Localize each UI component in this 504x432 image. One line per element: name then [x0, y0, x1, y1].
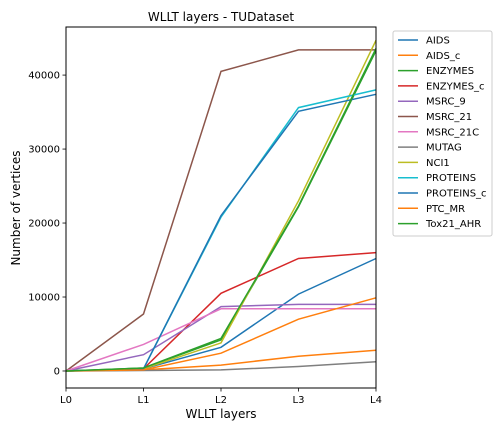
x-tick-label: L4: [370, 395, 382, 406]
x-tick-label: L0: [60, 395, 72, 406]
y-tick-label: 30000: [28, 145, 60, 156]
legend: AIDS AIDS_c ENZYMES ENZYMES_c MSRC_9 MSRC_21 M…: [392, 30, 493, 237]
legend-entry-label: MSRC_21C: [426, 127, 479, 138]
legend-entry-label: NCI1: [426, 158, 450, 169]
series-line-tox21-ahr: [65, 48, 377, 372]
x-axis-label: WLLT layers: [185, 407, 256, 421]
series-line-ptc-mr: [65, 297, 377, 372]
plot-area-frame: [65, 26, 377, 389]
series-line-nci1: [65, 39, 377, 372]
x-tick-label: L3: [293, 395, 305, 406]
x-tick-label: L2: [215, 395, 227, 406]
legend-entry-label: ENZYMES_c: [426, 81, 485, 92]
x-tick-label: L1: [138, 395, 150, 406]
legend-entry-label: MSRC_9: [426, 97, 466, 108]
legend-entry-label: AIDS: [426, 36, 450, 47]
legend-entry-label: MUTAG: [426, 143, 462, 154]
legend-box: [392, 30, 493, 237]
plot-lines-group: [65, 39, 377, 372]
legend-entry-label: MSRC_21: [426, 112, 472, 123]
x-axis-ticks: L0 L1 L2 L3 L4: [60, 388, 382, 406]
y-tick-label: 0: [54, 366, 60, 377]
legend-entry-label: ENZYMES: [426, 66, 474, 77]
series-line-msrc-21: [65, 49, 376, 372]
series-line-enzymes: [65, 50, 377, 372]
legend-entry-label: PROTEINS_c: [426, 189, 487, 200]
series-line-msrc-21c: [65, 308, 376, 372]
legend-entry-label: PROTEINS: [426, 173, 476, 184]
y-tick-label: 20000: [28, 219, 60, 230]
y-axis-label: Number of vertices: [9, 150, 23, 265]
chart-title: WLLT layers - TUDataset: [148, 10, 294, 24]
legend-entry-label: AIDS_c: [426, 51, 460, 62]
series-line-msrc-9: [65, 303, 376, 372]
y-tick-label: 40000: [28, 71, 60, 82]
legend-entry-label: Tox21_AHR: [425, 219, 481, 230]
y-axis-ticks: 0 10000 20000 30000 40000: [28, 71, 66, 377]
series-line-proteins: [65, 89, 377, 372]
y-tick-label: 10000: [28, 293, 60, 304]
legend-entry-label: PTC_MR: [426, 204, 465, 215]
